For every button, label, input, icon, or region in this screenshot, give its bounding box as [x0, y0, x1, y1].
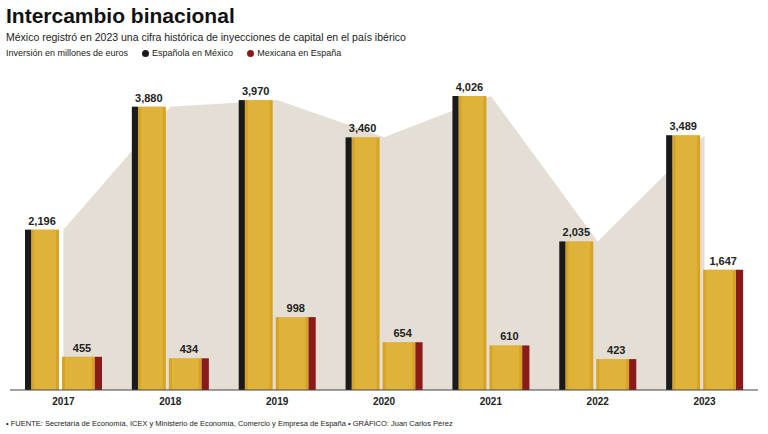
svg-text:3,880: 3,880 [135, 92, 163, 104]
svg-text:2,196: 2,196 [28, 215, 56, 227]
html-text:México registró en 2023 una ci: México registró en 2023 una cifra histór… [6, 31, 406, 43]
html-text:Inversión en millones de euros: Inversión en millones de euros [6, 48, 129, 58]
svg-text:2021: 2021 [480, 396, 503, 407]
svg-text:2,035: 2,035 [563, 226, 591, 238]
svg-text:3,489: 3,489 [669, 120, 697, 132]
svg-text:3,970: 3,970 [242, 85, 270, 97]
svg-text:1,647: 1,647 [709, 255, 737, 267]
svg-text:2019: 2019 [266, 396, 289, 407]
html-text:Intercambio binacional: Intercambio binacional [6, 4, 235, 27]
svg-text:2018: 2018 [159, 396, 182, 407]
svg-text:2020: 2020 [373, 396, 396, 407]
svg-text:2017: 2017 [52, 396, 75, 407]
svg-text:998: 998 [287, 302, 305, 314]
svg-text:4,026: 4,026 [456, 81, 484, 93]
svg-text:423: 423 [607, 344, 625, 356]
html-text:Mexicana en España: Mexicana en España [257, 48, 342, 58]
svg-text:654: 654 [393, 327, 412, 339]
svg-text:2023: 2023 [693, 396, 716, 407]
html-text:• FUENTE: Secretaría de Econom: • FUENTE: Secretaría de Economía, ICEX y… [6, 419, 453, 428]
svg-text:610: 610 [500, 330, 518, 342]
svg-text:2022: 2022 [587, 396, 610, 407]
html-text:Española en México: Española en México [152, 48, 234, 58]
svg-text:3,460: 3,460 [349, 122, 377, 134]
svg-text:434: 434 [180, 343, 199, 355]
svg-text:455: 455 [73, 342, 91, 354]
